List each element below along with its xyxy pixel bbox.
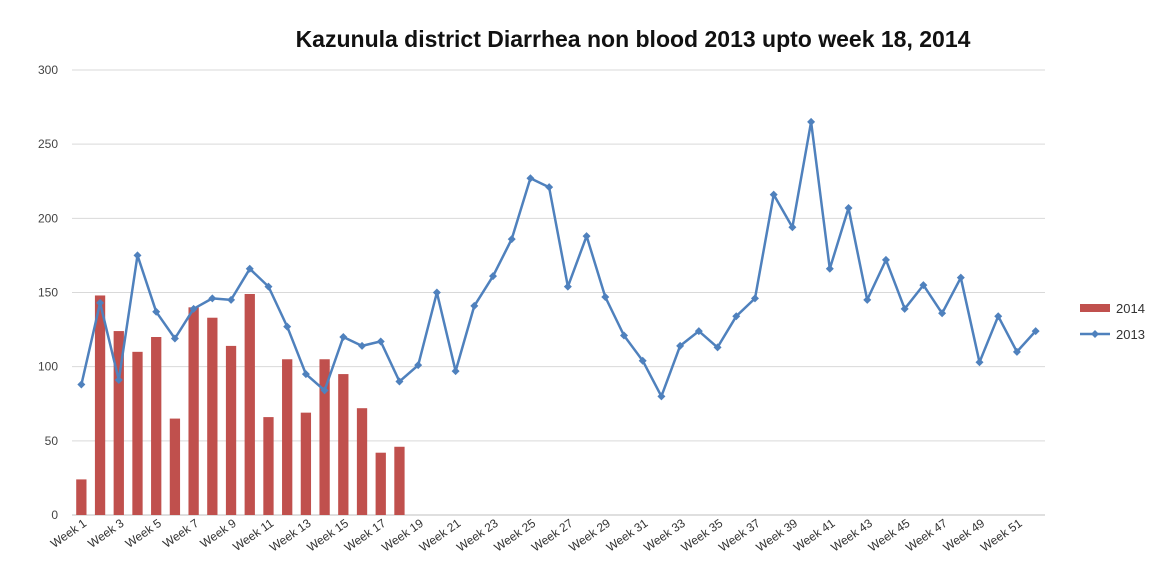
bar-2014 bbox=[169, 418, 181, 515]
bar-2014 bbox=[113, 331, 124, 515]
point-2013 bbox=[750, 294, 759, 303]
point-2013 bbox=[545, 183, 554, 192]
point-2013 bbox=[638, 356, 647, 365]
point-2013 bbox=[938, 309, 947, 318]
bar-2014 bbox=[394, 446, 405, 515]
point-2013 bbox=[264, 282, 273, 291]
point-2013 bbox=[825, 264, 834, 273]
legend: 2014 2013 bbox=[1080, 301, 1145, 342]
y-tick-label: 250 bbox=[38, 137, 58, 151]
point-2013 bbox=[601, 292, 610, 301]
y-tick-label: 150 bbox=[38, 286, 58, 300]
chart-title: Kazunula district Diarrhea non blood 201… bbox=[296, 26, 971, 52]
bar-2014 bbox=[338, 374, 349, 515]
point-2013 bbox=[432, 288, 441, 297]
bar-2014 bbox=[188, 307, 199, 515]
point-2013 bbox=[376, 337, 385, 346]
point-2013 bbox=[339, 333, 348, 341]
point-2013 bbox=[582, 232, 591, 241]
bar-2014 bbox=[244, 293, 255, 515]
point-2013 bbox=[245, 264, 254, 273]
line-series-2013 bbox=[77, 117, 1040, 401]
bar-series-2014 bbox=[76, 293, 405, 515]
y-axis-ticks: 0 50 100 150 200 250 300 bbox=[38, 63, 58, 522]
bar-2014 bbox=[375, 452, 386, 515]
bar-2014 bbox=[282, 359, 293, 515]
point-2013 bbox=[732, 312, 741, 321]
point-2013 bbox=[1012, 347, 1021, 356]
bar-2014 bbox=[356, 408, 368, 515]
point-2013 bbox=[301, 370, 310, 379]
point-2013 bbox=[956, 273, 965, 282]
y-tick-label: 0 bbox=[51, 508, 58, 522]
bar-2014 bbox=[300, 412, 312, 515]
point-2013 bbox=[900, 304, 909, 313]
legend-label-2013: 2013 bbox=[1116, 327, 1145, 342]
point-2013 bbox=[170, 334, 179, 343]
point-2013 bbox=[1031, 327, 1040, 336]
point-2013 bbox=[807, 117, 816, 126]
bar-2014 bbox=[225, 345, 237, 515]
point-2013 bbox=[227, 295, 236, 304]
point-2013 bbox=[451, 367, 460, 376]
bar-2014 bbox=[263, 417, 274, 515]
point-2013 bbox=[975, 358, 984, 367]
point-2013 bbox=[526, 174, 535, 183]
point-2013 bbox=[133, 251, 142, 260]
bar-2014 bbox=[94, 295, 106, 515]
bar-2014 bbox=[319, 359, 330, 515]
line-2013 bbox=[80, 120, 1037, 398]
point-2013 bbox=[152, 307, 161, 316]
y-tick-label: 50 bbox=[45, 434, 59, 448]
point-2013 bbox=[919, 281, 928, 290]
legend-marker-2013 bbox=[1091, 330, 1099, 338]
bar-2014 bbox=[151, 337, 162, 515]
point-2013 bbox=[114, 376, 123, 385]
point-2013 bbox=[769, 190, 778, 199]
y-tick-label: 300 bbox=[38, 63, 58, 77]
point-2013 bbox=[619, 331, 628, 340]
point-2013 bbox=[994, 312, 1003, 321]
point-2013 bbox=[77, 380, 86, 389]
point-2013 bbox=[489, 272, 498, 281]
point-2013 bbox=[320, 386, 329, 395]
point-2013 bbox=[283, 322, 292, 331]
point-2013 bbox=[881, 255, 890, 264]
point-2013 bbox=[676, 341, 685, 350]
point-2013 bbox=[208, 294, 217, 303]
bar-2014 bbox=[132, 351, 143, 515]
point-2013 bbox=[657, 392, 666, 401]
point-2013 bbox=[563, 282, 572, 291]
y-tick-label: 200 bbox=[38, 211, 58, 225]
point-2013 bbox=[96, 298, 105, 307]
y-tick-label: 100 bbox=[38, 360, 58, 374]
legend-label-2014: 2014 bbox=[1116, 301, 1145, 316]
bar-2014 bbox=[207, 317, 218, 515]
point-2013 bbox=[395, 377, 404, 386]
point-2013 bbox=[358, 341, 367, 350]
point-2013 bbox=[788, 223, 797, 232]
bar-2014 bbox=[76, 479, 87, 515]
point-2013 bbox=[863, 295, 872, 304]
point-2013 bbox=[470, 301, 479, 310]
legend-swatch-2014 bbox=[1080, 304, 1110, 312]
point-2013 bbox=[713, 343, 722, 352]
point-2013 bbox=[694, 327, 703, 336]
point-2013 bbox=[414, 361, 423, 370]
point-2013 bbox=[189, 304, 198, 313]
point-2013 bbox=[507, 235, 516, 244]
point-2013 bbox=[844, 203, 853, 212]
